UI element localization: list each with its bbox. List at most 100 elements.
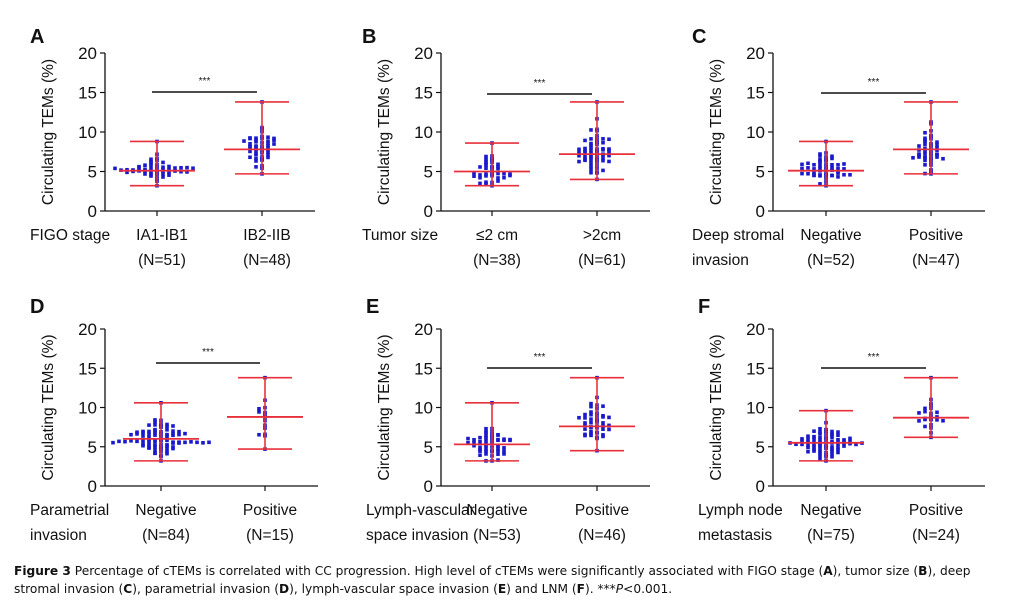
data-point (484, 431, 488, 435)
data-point (248, 136, 252, 140)
data-point (935, 155, 939, 159)
data-point (917, 152, 921, 156)
data-point (502, 175, 506, 180)
y-tick-label: 10 (414, 399, 433, 418)
caption-text: P (615, 582, 624, 596)
data-point (149, 170, 153, 174)
data-point (111, 440, 115, 445)
panel-a: A Circulating TEMs (%) 0 5 10 15 20 FIGO stage I… (30, 26, 315, 269)
data-point (149, 159, 153, 164)
x-category-title: Deep stromal (692, 227, 784, 244)
data-point (818, 431, 822, 436)
panel-label: D (30, 296, 44, 318)
x-category-title: space invasion (366, 527, 469, 544)
data-point (941, 418, 945, 423)
data-point (583, 412, 587, 417)
data-point (589, 137, 593, 141)
data-point (800, 437, 804, 441)
x-group-count: (N=51) (138, 252, 186, 269)
data-point (917, 419, 921, 423)
y-axis-label: Circulating TEMs (%) (40, 334, 57, 480)
data-point (484, 154, 488, 159)
y-tick-label: 5 (424, 163, 433, 182)
data-point (177, 429, 181, 434)
data-point (818, 451, 822, 456)
data-point (842, 172, 846, 177)
data-point (818, 449, 822, 454)
data-point (254, 165, 258, 169)
y-tick-label: 20 (78, 320, 97, 339)
data-point (601, 427, 605, 431)
data-point (842, 439, 846, 443)
data-point (589, 148, 593, 153)
data-point (147, 443, 151, 447)
data-point (496, 164, 500, 169)
data-point (472, 438, 476, 442)
data-point (800, 162, 804, 167)
y-tick-label: 15 (78, 84, 97, 103)
data-point (484, 434, 488, 438)
data-point (266, 155, 270, 160)
caption-text: ), lymph-vascular space invasion ( (289, 582, 498, 596)
data-point (812, 167, 816, 171)
data-point (153, 433, 157, 437)
data-point (266, 141, 270, 146)
panel-f: F Circulating TEMs (%) 0 5 10 15 20 Lymph node m… (698, 296, 985, 544)
data-point (496, 162, 500, 167)
data-point (147, 435, 151, 440)
data-point (830, 451, 834, 456)
x-group-count: (N=84) (142, 527, 190, 544)
data-point (478, 181, 482, 186)
y-tick-label: 5 (424, 438, 433, 457)
data-point (589, 401, 593, 406)
data-point (923, 136, 927, 141)
x-group-count: (N=52) (807, 252, 855, 269)
panel-label: A (30, 26, 44, 48)
data-point (153, 427, 157, 432)
data-point (171, 441, 175, 445)
data-point (191, 166, 195, 171)
x-category-title: Parametrial (30, 502, 109, 519)
data-point (137, 164, 141, 169)
data-point (201, 441, 205, 445)
data-point (941, 156, 945, 161)
data-point (836, 166, 840, 171)
data-point (161, 160, 165, 165)
data-point (589, 128, 593, 132)
data-point (153, 418, 157, 422)
x-tick-label: Positive (243, 502, 297, 519)
data-point (149, 163, 153, 168)
x-category-title: Tumor size (362, 227, 438, 244)
data-point (836, 445, 840, 450)
data-point (508, 438, 512, 443)
data-point (165, 422, 169, 427)
data-point (165, 427, 169, 432)
data-point (830, 156, 834, 161)
caption-panel-ref: E (497, 582, 507, 596)
data-point (254, 156, 258, 161)
data-point (836, 437, 840, 442)
significance-label: *** (534, 352, 546, 363)
data-point (836, 175, 840, 179)
data-point (143, 167, 147, 172)
data-point (147, 423, 151, 427)
y-tick-label: 20 (746, 320, 765, 339)
caption-panel-ref: B (918, 564, 928, 578)
x-tick-label: ≤2 cm (476, 227, 518, 244)
data-point (923, 424, 927, 429)
data-point (472, 440, 476, 445)
data-point (601, 137, 605, 141)
data-point (135, 432, 139, 436)
data-point (800, 171, 804, 176)
figure-caption: Figure 3 Percentage of cTEMs is correlat… (14, 562, 1014, 598)
data-point (848, 439, 852, 444)
y-tick-label: 0 (424, 202, 433, 221)
data-point (248, 155, 252, 160)
data-point (577, 151, 581, 155)
significance-label: *** (202, 347, 214, 358)
data-point (589, 157, 593, 162)
data-point (911, 155, 915, 160)
data-point (818, 182, 822, 186)
caption-label: Figure 3 (14, 564, 71, 578)
data-point (484, 439, 488, 443)
